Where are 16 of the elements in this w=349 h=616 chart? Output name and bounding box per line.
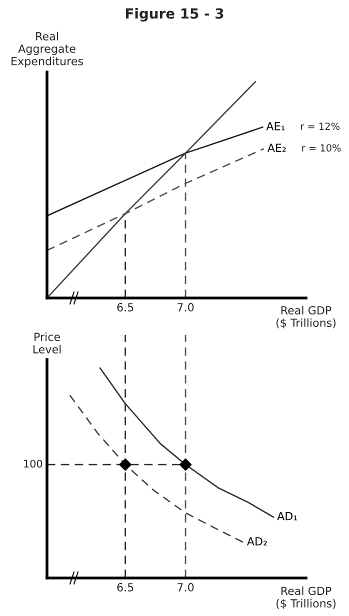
series-label: AE₂ [267,144,286,152]
annotation: r = 10% [302,144,341,152]
y-axis-title: Real Aggregate Expenditures [12,32,83,68]
x-axis-title: Real GDP ($ Trillions) [276,306,336,328]
x-tick-label: 6.5 [117,583,134,592]
x-tick-label: 7.0 [178,303,194,312]
series-label: AE₁ [266,122,285,130]
series-label: AD₂ [246,537,267,546]
x-axis-title: Real GDP ($ Trillions) [276,586,336,610]
y-axis-title: Price Level [33,332,61,354]
text: 100 [24,460,42,468]
x-tick-label: 6.5 [117,303,134,312]
x-tick-label: 7.0 [178,583,194,592]
chart-title: Figure 15 - 3 [126,8,224,22]
series-label: AD₁ [277,512,298,520]
annotation: r = 12% [301,122,340,130]
